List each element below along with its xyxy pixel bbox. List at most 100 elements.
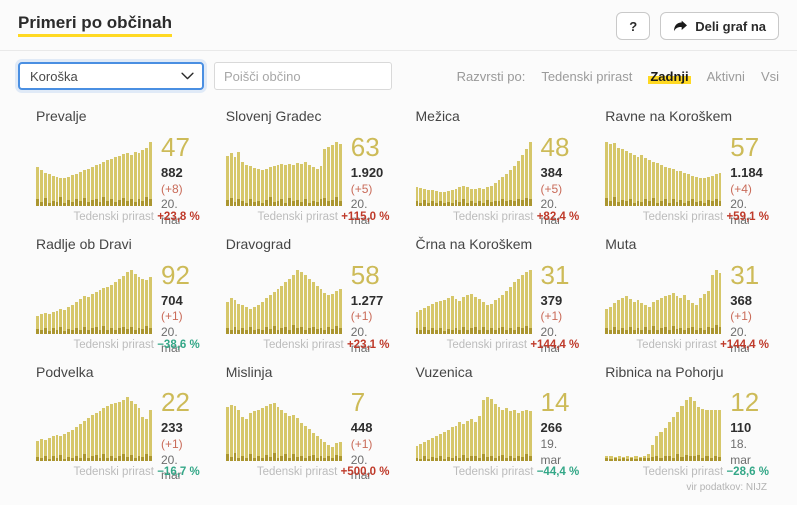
bar-chart — [36, 141, 153, 206]
sort-label: Razvrsti po: — [456, 68, 526, 84]
weekly-growth-row: Tedenski prirast +144,4 % — [605, 339, 769, 351]
total-cases: 1.920 — [350, 164, 384, 180]
card-body: 92 704 (+1) 20. mar — [36, 259, 200, 355]
bar-chart — [605, 269, 722, 334]
new-cases-delta: (+1) — [730, 309, 752, 324]
weekly-growth-value: +23,1 % — [346, 338, 390, 351]
sort-option-last[interactable]: Zadnji — [648, 68, 691, 84]
municipality-name: Ravne na Koroškem — [605, 108, 733, 124]
region-select[interactable]: Koroška — [18, 62, 204, 90]
last-day-value: 22 — [161, 387, 190, 418]
weekly-growth-value: +23,8 % — [157, 210, 200, 223]
municipality-card: Podvelka 22 233 (+1) 20. mar Tedenski pr… — [36, 364, 200, 482]
municipality-name: Mežica — [415, 108, 460, 124]
total-cases: 384 — [540, 164, 563, 180]
data-source-note: vir podatkov: NIJZ — [686, 482, 767, 493]
municipality-name: Slovenj Gradec — [225, 108, 322, 124]
last-date: 20. mar — [730, 325, 751, 355]
last-day-value: 47 — [161, 131, 190, 162]
search-input[interactable] — [214, 62, 392, 90]
card-body: 48 384 (+5) 20. mar — [415, 131, 580, 227]
last-date: 18. mar — [730, 437, 751, 467]
weekly-growth-row: Tedenski prirast −28,6 % — [605, 466, 769, 478]
card-info: 57 1.184 (+4) 20. mar — [730, 131, 769, 227]
new-cases-delta: (+1) — [350, 437, 373, 452]
card-body: 31 368 (+1) 20. mar — [605, 259, 769, 355]
share-button[interactable]: Deli graf na — [660, 12, 779, 40]
bar-chart — [415, 397, 532, 462]
new-cases-delta: (+1) — [161, 309, 183, 324]
municipality-card: Črna na Koroškem 31 379 (+1) 20. mar Ted… — [415, 235, 580, 355]
filter-row: Koroška Razvrsti po: Tedenski prirast Za… — [0, 51, 797, 94]
last-date: 20. mar — [350, 197, 372, 227]
municipality-name: Dravograd — [225, 235, 292, 252]
weekly-growth-value: −38,6 % — [157, 338, 200, 351]
weekly-growth-value: −28,6 % — [726, 466, 769, 479]
new-cases-delta: (+1) — [350, 309, 373, 324]
weekly-growth-label: Tedenski prirast — [73, 338, 155, 351]
card-body: 7 448 (+1) 20. mar — [225, 389, 390, 482]
municipality-grid: Prevalje 47 882 (+8) 20. mar Tedenski pr… — [36, 108, 769, 482]
card-body: 58 1.277 (+1) 20. mar — [225, 262, 390, 355]
card-info: 47 882 (+8) 20. mar — [161, 131, 200, 227]
card-body: 63 1.920 (+5) 20. mar — [225, 134, 390, 227]
help-button[interactable]: ? — [616, 12, 651, 40]
share-button-label: Deli graf na — [695, 18, 766, 34]
municipality-card: Mežica 48 384 (+5) 20. mar Tedenski prir… — [415, 108, 580, 227]
municipality-card: Radlje ob Dravi 92 704 (+1) 20. mar Tede… — [36, 236, 200, 355]
card-body: 47 882 (+8) 20. mar — [36, 131, 200, 227]
weekly-growth-row: Tedenski prirast +144,4 % — [416, 339, 580, 351]
municipality-card: Mislinja 7 448 (+1) 20. mar Tedenski pri… — [225, 363, 390, 482]
total-cases: 448 — [350, 420, 373, 436]
card-body: 31 379 (+1) 20. mar — [415, 262, 580, 355]
last-day-value: 92 — [161, 259, 190, 290]
weekly-growth-label: Tedenski prirast — [642, 466, 724, 479]
weekly-growth-row: Tedenski prirast +500,0 % — [226, 466, 390, 478]
total-cases: 266 — [540, 420, 563, 436]
municipality-name: Črna na Koroškem — [415, 235, 533, 252]
card-info: 31 368 (+1) 20. mar — [730, 259, 769, 355]
sort-option-weekly-growth[interactable]: Tedenski prirast — [541, 68, 633, 84]
municipality-card: Prevalje 47 882 (+8) 20. mar Tedenski pr… — [36, 108, 200, 227]
last-day-value: 31 — [730, 259, 760, 290]
sort-option-active[interactable]: Aktivni — [706, 68, 745, 84]
municipality-name: Mislinja — [225, 363, 273, 380]
header-actions: ? Deli graf na — [616, 12, 779, 40]
new-cases-delta: (+5) — [350, 181, 373, 196]
weekly-growth-value: +115,0 % — [341, 210, 390, 223]
region-select-value: Koroška — [30, 68, 78, 84]
weekly-growth-label: Tedenski prirast — [73, 466, 155, 479]
sort-bar: Razvrsti po: Tedenski prirast Zadnji Akt… — [456, 68, 779, 84]
weekly-growth-row: Tedenski prirast +23,8 % — [36, 210, 200, 223]
last-date: 20. mar — [161, 452, 182, 483]
last-date: 20. mar — [350, 452, 372, 483]
municipality-name: Ribnica na Pohorju — [605, 363, 724, 380]
last-date: 20. mar — [161, 197, 182, 227]
municipality-card: Slovenj Gradec 63 1.920 (+5) 20. mar Ted… — [225, 108, 390, 227]
weekly-growth-row: Tedenski prirast −16,7 % — [36, 466, 199, 479]
last-date: 19. mar — [540, 437, 562, 467]
bar-chart — [605, 141, 722, 206]
weekly-growth-row: Tedenski prirast +59,1 % — [605, 211, 769, 223]
last-day-value: 48 — [540, 131, 570, 162]
new-cases-delta: (+5) — [540, 181, 563, 196]
weekly-growth-row: Tedenski prirast +115,0 % — [226, 210, 390, 223]
weekly-growth-label: Tedenski prirast — [636, 338, 717, 351]
total-cases: 704 — [161, 292, 183, 308]
bar-chart — [225, 269, 342, 334]
card-body: 14 266 19. mar — [415, 389, 580, 467]
total-cases: 110 — [730, 420, 752, 436]
weekly-growth-label: Tedenski prirast — [257, 210, 339, 223]
weekly-growth-label: Tedenski prirast — [452, 466, 534, 479]
card-info: 22 233 (+1) 20. mar — [161, 387, 200, 482]
last-day-value: 57 — [730, 131, 760, 162]
weekly-growth-row: Tedenski prirast +23,1 % — [226, 338, 390, 351]
weekly-growth-label: Tedenski prirast — [256, 466, 338, 479]
weekly-growth-value: +144,4 % — [530, 338, 580, 351]
bar-chart — [36, 269, 153, 334]
last-date: 20. mar — [540, 197, 562, 227]
municipality-card: Vuzenica 14 266 19. mar Tedenski prirast… — [415, 364, 580, 479]
sort-option-all[interactable]: Vsi — [760, 68, 779, 84]
weekly-growth-row: Tedenski prirast +82,4 % — [416, 211, 579, 223]
chevron-down-icon — [181, 72, 194, 81]
